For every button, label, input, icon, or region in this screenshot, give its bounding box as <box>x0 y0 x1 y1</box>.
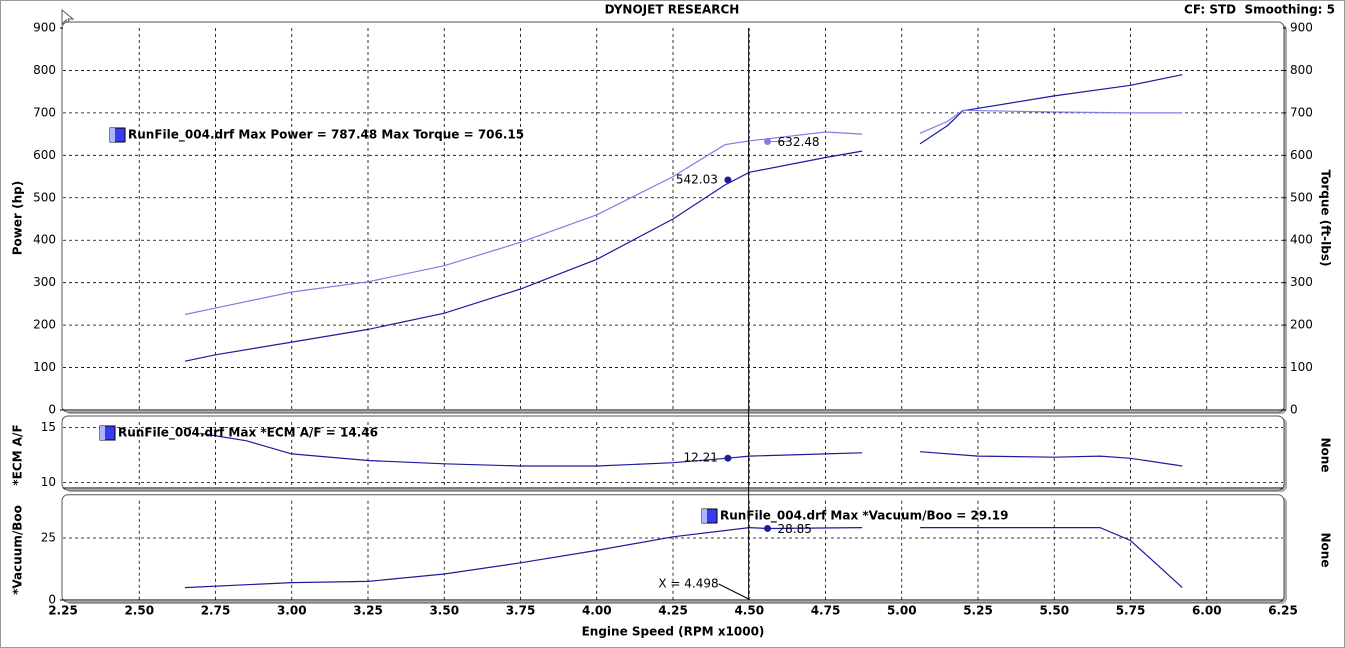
y2-tick-label: 500 <box>1290 190 1313 204</box>
y-tick-label: 100 <box>33 360 56 374</box>
y-tick-label: 0 <box>48 593 56 607</box>
cursor-value-label: 12.21 <box>684 451 718 465</box>
x-tick-label: 3.50 <box>429 604 459 618</box>
y-tick-label: 300 <box>33 275 56 289</box>
y2-tick-label: 900 <box>1290 21 1313 35</box>
cursor-value-label: 28.85 <box>778 522 812 536</box>
cursor-point <box>724 454 732 462</box>
cursor-value-label: 632.48 <box>778 135 820 149</box>
x-tick-label: 5.50 <box>1039 604 1069 618</box>
y2-axis-title: Torque (ft-lbs) <box>1319 170 1333 267</box>
series-line <box>200 432 1183 467</box>
series-line <box>184 526 1183 589</box>
legend-text: RunFile_004.drf Max *ECM A/F = 14.46 <box>118 426 378 441</box>
series-line <box>184 74 1183 362</box>
y-tick-label: 15 <box>41 420 56 434</box>
y2-tick-label: 800 <box>1290 63 1313 77</box>
y-axis-title: Power (hp) <box>11 181 25 255</box>
y2-tick-label: 100 <box>1290 360 1313 374</box>
x-tick-label: 6.25 <box>1268 604 1298 618</box>
y-tick-label: 500 <box>33 190 56 204</box>
y2-tick-label: 600 <box>1290 148 1313 162</box>
cursor-value-label: 542.03 <box>676 172 718 186</box>
x-tick-label: 5.25 <box>963 604 993 618</box>
x-tick-label: 5.00 <box>887 604 917 618</box>
y-tick-label: 700 <box>33 105 56 119</box>
x-tick-label: 2.50 <box>124 604 154 618</box>
x-tick-label: 4.00 <box>582 604 612 618</box>
x-tick-label: 3.25 <box>353 604 383 618</box>
cursor-label: X = 4.498 <box>658 577 718 591</box>
x-tick-label: 4.25 <box>658 604 688 618</box>
y2-axis-title: None <box>1319 533 1333 568</box>
y-tick-label: 600 <box>33 148 56 162</box>
y2-tick-label: 700 <box>1290 105 1313 119</box>
y2-axis-title: None <box>1319 438 1333 473</box>
legend-swatch-light <box>702 509 707 523</box>
x-tick-label: 2.75 <box>201 604 231 618</box>
panel <box>61 494 1285 603</box>
y2-tick-label: 400 <box>1290 233 1313 247</box>
x-tick-label: 4.75 <box>811 604 841 618</box>
y2-tick-label: 0 <box>1290 403 1298 417</box>
y-tick-label: 900 <box>33 21 56 35</box>
y-tick-label: 25 <box>41 531 56 545</box>
y2-tick-label: 300 <box>1290 275 1313 289</box>
y-tick-label: 400 <box>33 233 56 247</box>
series-line <box>184 109 1183 316</box>
legend-swatch-light <box>110 128 115 142</box>
legend-text: RunFile_004.drf Max Power = 787.48 Max T… <box>128 128 524 143</box>
chart-title: DYNOJET RESEARCH <box>605 3 740 17</box>
y2-tick-label: 200 <box>1290 318 1313 332</box>
y-tick-label: 10 <box>41 475 56 489</box>
cursor-point <box>724 176 732 184</box>
settings-text: CF: STD Smoothing: 5 <box>1184 3 1335 17</box>
x-tick-label: 2.25 <box>48 604 78 618</box>
x-tick-label: 3.00 <box>277 604 307 618</box>
x-tick-label: 3.75 <box>506 604 536 618</box>
legend-text: RunFile_004.drf Max *Vacuum/Boo = 29.19 <box>720 509 1008 524</box>
y-axis-title: *ECM A/F <box>11 424 25 485</box>
y-tick-label: 0 <box>48 403 56 417</box>
y-tick-label: 200 <box>33 318 56 332</box>
y-axis-title: *Vacuum/Boo <box>11 505 25 595</box>
x-tick-label: 6.00 <box>1192 604 1222 618</box>
x-axis-title: Engine Speed (RPM x1000) <box>582 625 765 639</box>
cursor-label-leader <box>718 583 749 600</box>
x-tick-label: 5.75 <box>1116 604 1146 618</box>
y-tick-label: 800 <box>33 63 56 77</box>
x-tick-label: 4.50 <box>734 604 764 618</box>
legend-swatch-light <box>100 426 105 440</box>
